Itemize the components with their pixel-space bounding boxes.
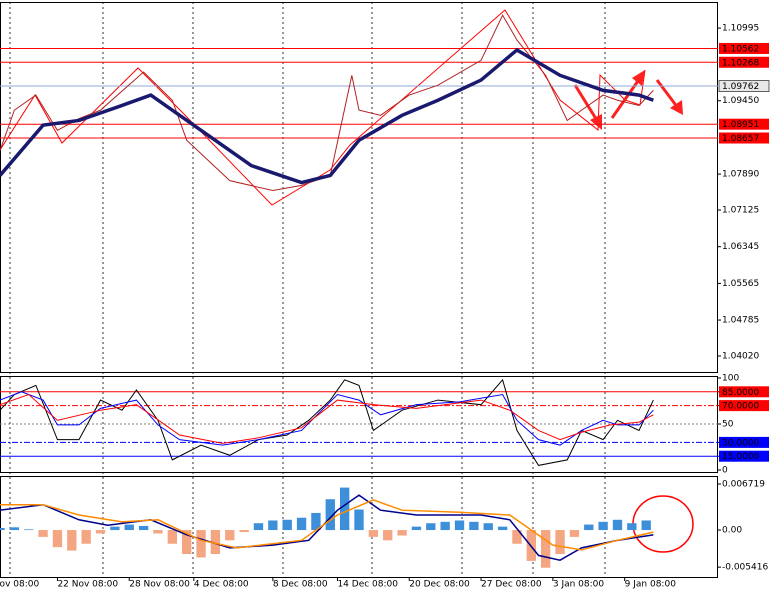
histogram-bar [397, 530, 407, 536]
histogram-bar [210, 530, 221, 555]
histogram-bar [497, 526, 508, 531]
histogram-bar [440, 521, 450, 531]
line-series [0, 499, 654, 551]
price-level-box [719, 42, 769, 54]
histogram-bar [368, 530, 379, 537]
histogram-bar [598, 521, 608, 531]
y-tick-label: 1.04785 [722, 316, 759, 326]
y-tick-label: 0.006719 [722, 480, 765, 490]
histogram-bar [182, 530, 192, 555]
y-tick-label: 1.05565 [722, 279, 759, 289]
x-tick-label: 22 Nov 08:00 [57, 580, 118, 590]
histogram-bar [282, 519, 292, 531]
histogram-bar [411, 526, 422, 531]
histogram-bar [454, 520, 465, 531]
histogram-bar [268, 520, 278, 531]
y-tick-label: 1.10995 [722, 24, 759, 34]
current-price-box [718, 80, 770, 92]
y-tick-label: 1.09450 [722, 96, 759, 106]
histogram-bar [24, 529, 34, 531]
histogram-bar [325, 499, 335, 531]
histogram-bar [38, 530, 48, 537]
histogram-bar [81, 530, 91, 544]
y-tick-label: 1.04020 [722, 352, 759, 362]
line-series [0, 391, 654, 446]
price-level-label: 1.08951 [722, 120, 759, 130]
histogram-bar [383, 530, 393, 541]
histogram-bar [339, 487, 350, 531]
price-level-box [719, 56, 769, 68]
histogram-bar [52, 530, 63, 548]
line-series [0, 494, 654, 561]
line-series [0, 14, 654, 192]
histogram-bar [0, 528, 5, 531]
histogram-bar [167, 530, 177, 544]
level-label-box [719, 450, 769, 462]
y-tick-label: 0 [722, 466, 728, 476]
level-label-box [719, 386, 769, 398]
current-price-label: 1.09762 [722, 82, 759, 92]
price-level-label: 1.10562 [722, 44, 759, 54]
histogram-bar [239, 530, 249, 533]
x-tick-label: 14 Dec 08:00 [337, 580, 398, 590]
x-tick-label: Nov 08:00 [0, 580, 39, 590]
y-tick-label: 70.0000 [722, 402, 759, 412]
price-level-box [719, 118, 769, 130]
histogram-bar [641, 520, 651, 531]
histogram-bar [124, 524, 134, 531]
price-level-label: 1.08657 [722, 134, 759, 144]
histogram-bar [253, 523, 264, 531]
price-level-label: 1.10268 [722, 58, 759, 68]
histogram-bar [110, 526, 120, 531]
histogram-bar [426, 523, 436, 531]
line-series [0, 378, 654, 466]
y-tick-label: 0.00 [722, 526, 742, 536]
y-tick-label: 1.07890 [722, 170, 759, 180]
histogram-bar [584, 524, 594, 531]
histogram-bar [541, 530, 551, 568]
histogram-bar [354, 509, 364, 531]
histogram-bar [627, 523, 637, 531]
x-tick-label: 27 Dec 08:00 [481, 580, 542, 590]
histogram-bar [569, 530, 580, 537]
level-label-box [719, 436, 769, 448]
x-tick-label: 4 Dec 08:00 [194, 580, 249, 590]
histogram-bar [555, 530, 565, 555]
histogram-bar [138, 525, 149, 531]
level-label-box [719, 400, 769, 412]
histogram-bar [225, 530, 235, 541]
y-tick-label: 85.0000 [722, 388, 759, 398]
x-tick-label: 28 Nov 08:00 [129, 580, 190, 590]
histogram-bar [67, 530, 77, 551]
histogram-bar [95, 530, 106, 534]
histogram-bar [483, 523, 493, 531]
histogram-bar [311, 512, 321, 531]
x-tick-label: 8 Dec 08:00 [273, 580, 328, 590]
price-level-box [719, 132, 769, 144]
annotation-arrows [573, 70, 683, 130]
histogram-bar [296, 517, 307, 531]
y-tick-label: 1.06345 [722, 242, 759, 252]
line-series [0, 47, 654, 185]
histogram-bar [612, 519, 623, 531]
y-tick-label: 1.07125 [722, 206, 759, 216]
y-tick-label: 30.0000 [722, 438, 759, 448]
line-series [0, 393, 654, 444]
histogram-bar [153, 530, 163, 534]
period-separators [9, 2, 606, 578]
x-tick-label: 3 Jan 08:00 [553, 580, 605, 590]
y-tick-label: 50 [722, 420, 734, 430]
histogram-bar [512, 530, 522, 544]
histogram-bar [469, 521, 479, 531]
y-tick-label: 15.0000 [722, 452, 759, 462]
x-tick-label: 20 Dec 08:00 [409, 580, 470, 590]
histogram-bar [196, 530, 206, 558]
y-tick-label: -0.005416 [722, 563, 768, 573]
y-tick-label: 100 [722, 374, 739, 384]
histogram-bar [9, 527, 20, 531]
x-tick-label: 9 Jan 08:00 [625, 580, 677, 590]
